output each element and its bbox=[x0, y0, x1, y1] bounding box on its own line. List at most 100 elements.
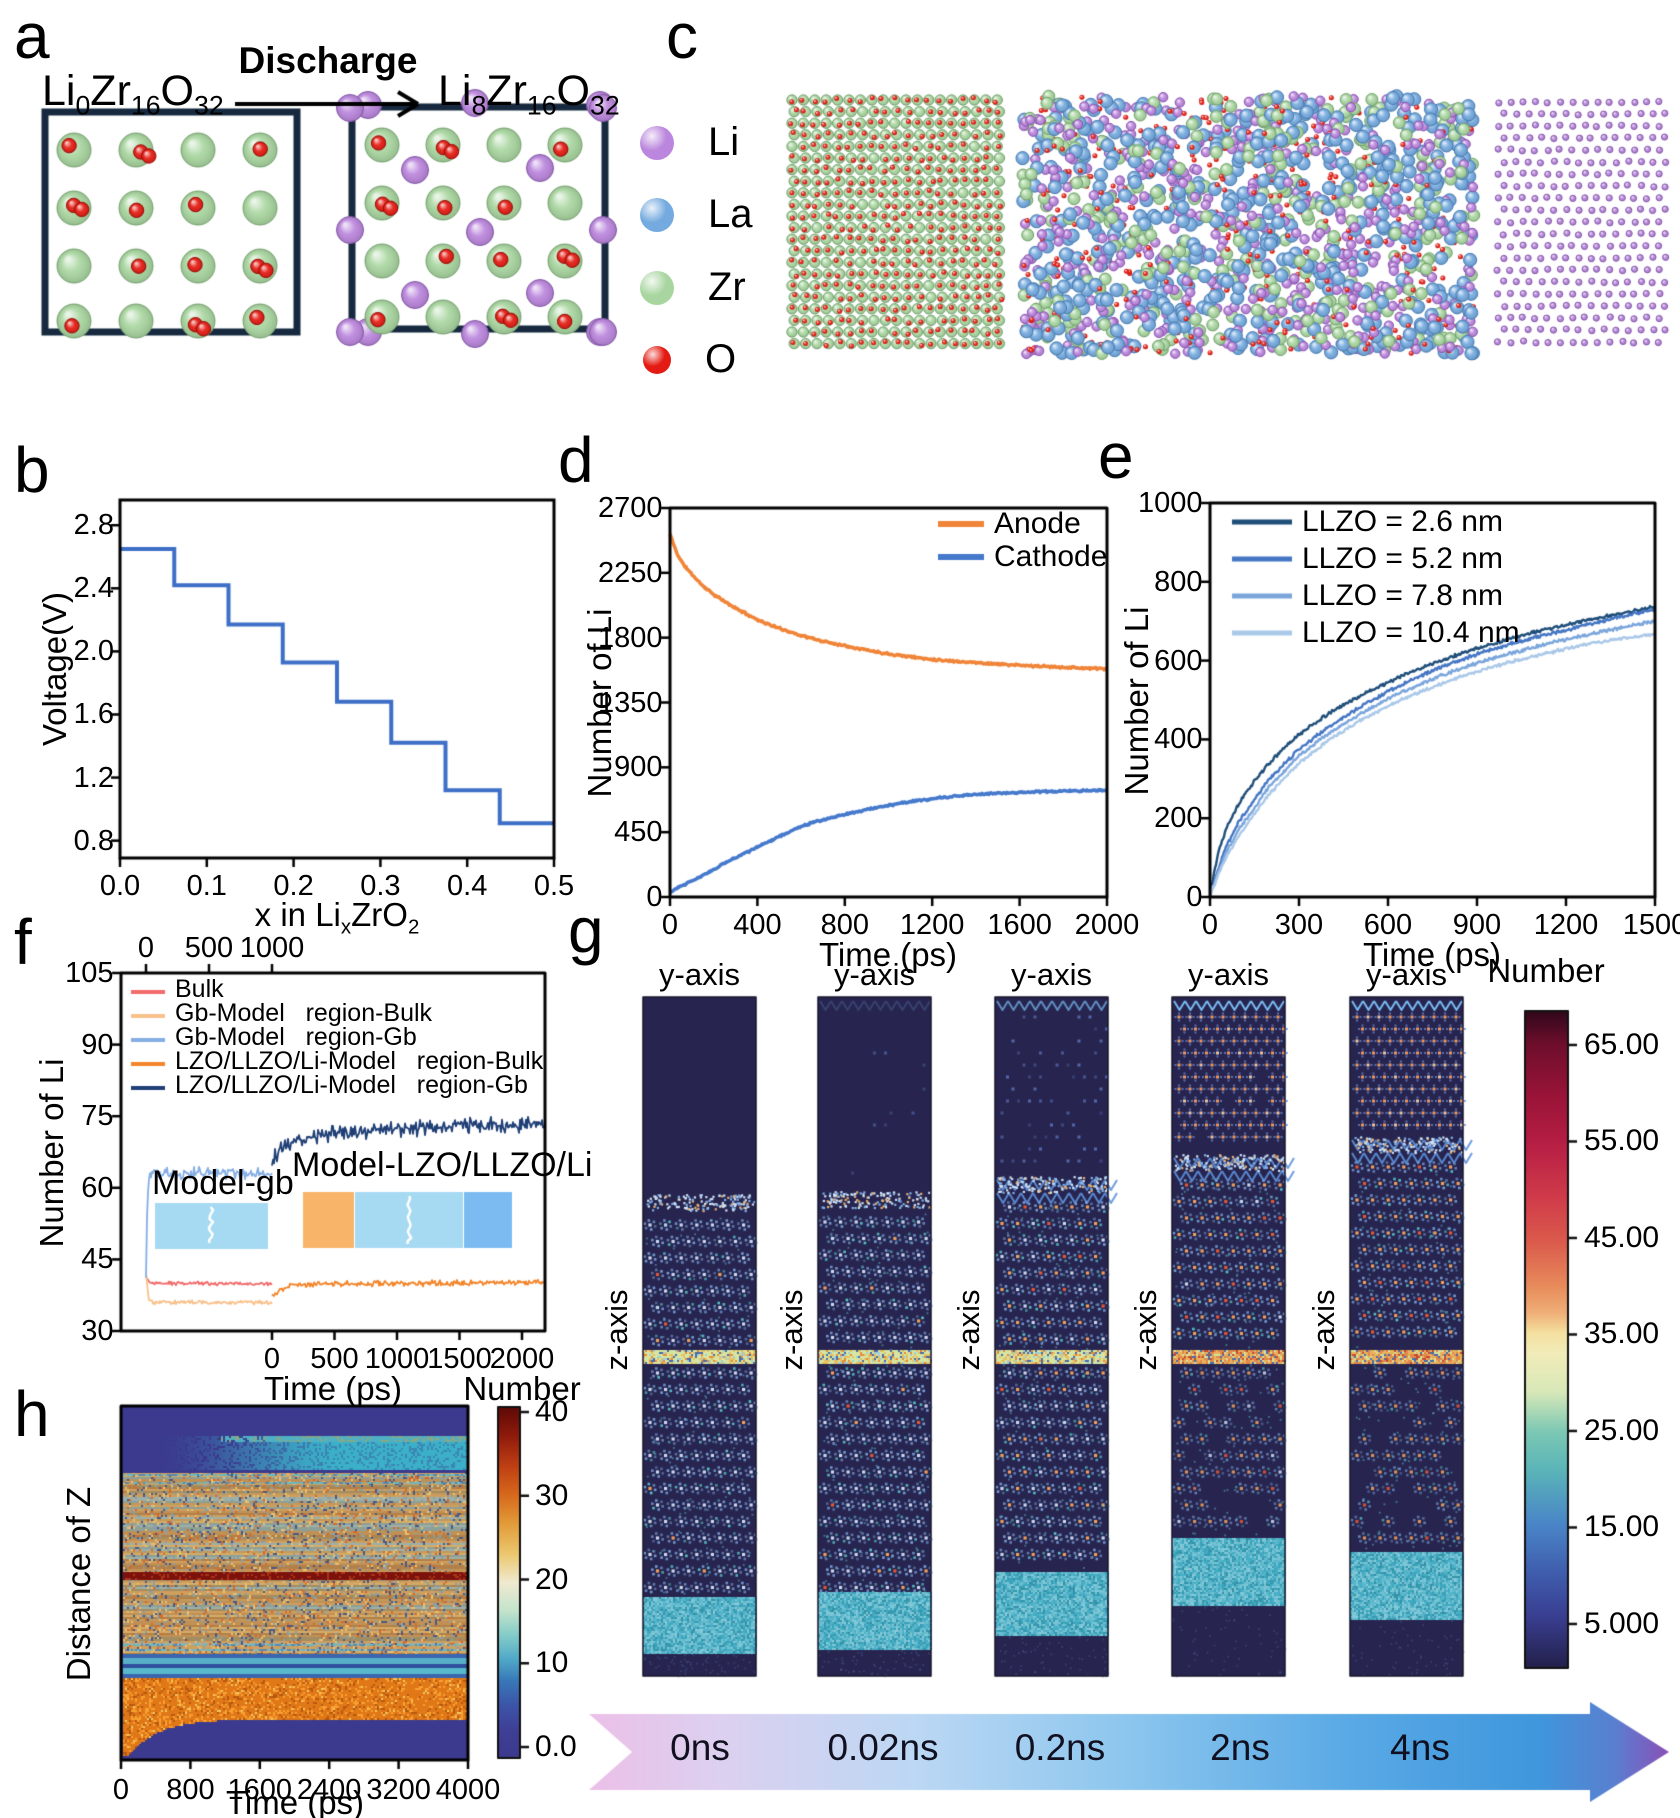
h-ylabel: Distance of Z bbox=[60, 1486, 97, 1682]
legend-item-La: La bbox=[640, 192, 753, 237]
formula-li8zr16o32: Li8Zr16O32 bbox=[438, 67, 620, 121]
d-xtick: 400 bbox=[733, 909, 782, 941]
e-ytick: 400 bbox=[1154, 723, 1203, 756]
g-col5-zaxis-label: z-axis bbox=[1306, 1289, 1341, 1371]
f-top-xtick: 500 bbox=[184, 932, 234, 964]
legend-label: Li bbox=[708, 120, 740, 164]
d-xtick: 1200 bbox=[899, 909, 965, 941]
f-bottom-xtick: 1500 bbox=[427, 1343, 492, 1375]
b-xtick: 0.2 bbox=[273, 870, 314, 902]
e-ytick: 1000 bbox=[1137, 487, 1203, 519]
f-ytick: 30 bbox=[81, 1315, 114, 1347]
e-xtick: 1200 bbox=[1533, 909, 1599, 941]
g-colorbar-tick: 5.000 bbox=[1584, 1606, 1660, 1640]
d-ytick: 2250 bbox=[597, 556, 663, 589]
e-ytick: 800 bbox=[1154, 565, 1203, 598]
h-colorbar-tick: 20 bbox=[535, 1562, 569, 1596]
h-xtick: 0 bbox=[112, 1774, 130, 1806]
g-col3-zaxis-label: z-axis bbox=[951, 1289, 986, 1371]
f-legend: Gb-Model region-Bulk bbox=[175, 999, 433, 1027]
e-ylabel: Number of Li bbox=[1118, 606, 1155, 796]
b-xtick: 0.4 bbox=[447, 870, 488, 902]
d-ytick: 2700 bbox=[597, 492, 663, 524]
panel-e-label: e bbox=[1098, 420, 1134, 492]
e-xtick: 1500 bbox=[1622, 909, 1680, 941]
g-col2-yaxis-label: y-axis bbox=[834, 957, 915, 992]
o-atom-icon bbox=[643, 345, 671, 374]
h-xtick: 800 bbox=[166, 1774, 215, 1806]
h-colorbar-tick: 0.0 bbox=[535, 1730, 577, 1764]
b-xlabel: x in LixZrO2 bbox=[254, 896, 420, 939]
b-ytick: 2.0 bbox=[73, 635, 114, 668]
d-xtick: 2000 bbox=[1074, 909, 1140, 941]
e-xlabel: Time (ps) bbox=[1362, 936, 1502, 973]
f-ylabel: Number of Li bbox=[33, 1058, 70, 1248]
d-legend-Anode: Anode bbox=[994, 507, 1081, 540]
f-ytick: 60 bbox=[81, 1171, 114, 1204]
b-xtick: 0.1 bbox=[186, 870, 227, 902]
legend-item-Zr: Zr bbox=[640, 265, 746, 310]
legend-item-Li: Li bbox=[640, 120, 739, 165]
legend-label: Zr bbox=[708, 265, 746, 309]
f-inset-lzo-label: Model-LZO/LLZO/Li bbox=[292, 1146, 593, 1184]
g-col4-yaxis-label: y-axis bbox=[1188, 957, 1269, 992]
f-xlabel: Time (ps) bbox=[263, 1370, 403, 1407]
g-colorbar-tick: 15.00 bbox=[1584, 1510, 1660, 1544]
panel-c-label: c bbox=[666, 0, 698, 72]
panel-h-label: h bbox=[14, 1378, 50, 1450]
f-bottom-xtick: 2000 bbox=[489, 1343, 555, 1375]
f-ytick: 105 bbox=[65, 957, 114, 989]
f-ytick: 90 bbox=[81, 1028, 114, 1061]
e-legend: LLZO = 10.4 nm bbox=[1302, 616, 1520, 649]
b-xtick: 0.3 bbox=[360, 870, 401, 902]
f-top-xtick: 0 bbox=[137, 932, 155, 964]
g-col1-zaxis-label: z-axis bbox=[599, 1289, 634, 1371]
g-col4-zaxis-label: z-axis bbox=[1128, 1289, 1163, 1371]
b-xtick: 0.0 bbox=[99, 870, 141, 902]
d-xlabel: Time (ps) bbox=[818, 936, 958, 973]
d-ytick: 900 bbox=[614, 751, 663, 784]
li-atom-icon bbox=[640, 125, 674, 160]
h-colorbar-title: Number bbox=[463, 1370, 581, 1407]
panel-b-label: b bbox=[14, 434, 50, 506]
g-colorbar-tick: 65.00 bbox=[1584, 1027, 1660, 1061]
f-bottom-xtick: 500 bbox=[310, 1343, 359, 1375]
f-bottom-xtick: 1000 bbox=[364, 1343, 430, 1375]
g-col1-yaxis-label: y-axis bbox=[659, 957, 740, 992]
b-ytick: 0.8 bbox=[73, 824, 114, 857]
g-colorbar-tick: 35.00 bbox=[1584, 1317, 1660, 1351]
g-time-label-4ns: 4ns bbox=[1390, 1727, 1450, 1768]
legend-label: La bbox=[708, 192, 753, 236]
legend-item-O: O bbox=[640, 337, 736, 382]
h-xtick: 3200 bbox=[366, 1774, 431, 1806]
f-ytick: 45 bbox=[81, 1243, 114, 1276]
g-colorbar-tick: 25.00 bbox=[1584, 1413, 1660, 1447]
d-ytick: 450 bbox=[614, 816, 663, 849]
d-legend-Cathode: Cathode bbox=[994, 540, 1108, 573]
g-col2-zaxis-label: z-axis bbox=[774, 1289, 809, 1371]
e-xtick: 0 bbox=[1201, 909, 1219, 941]
panel-d-label: d bbox=[558, 424, 594, 496]
g-col3-yaxis-label: y-axis bbox=[1011, 957, 1092, 992]
g-colorbar-tick: 55.00 bbox=[1584, 1124, 1660, 1158]
h-colorbar-tick: 30 bbox=[535, 1478, 569, 1512]
f-bottom-xtick: 0 bbox=[263, 1343, 281, 1375]
h-xtick: 4000 bbox=[435, 1774, 501, 1806]
b-ytick: 1.2 bbox=[73, 761, 114, 794]
g-time-label-0ns: 0ns bbox=[670, 1727, 730, 1768]
zr-atom-icon bbox=[640, 270, 674, 305]
legend-label: O bbox=[705, 337, 737, 381]
d-ytick: 1800 bbox=[597, 621, 663, 654]
f-legend: Bulk bbox=[175, 975, 224, 1003]
e-xtick: 900 bbox=[1452, 909, 1502, 941]
g-time-label-2ns: 2ns bbox=[1210, 1727, 1270, 1768]
g-time-label-0.02ns: 0.02ns bbox=[827, 1727, 939, 1768]
e-xtick: 600 bbox=[1363, 909, 1413, 941]
panel-g-label: g bbox=[568, 894, 604, 966]
g-colorbar-tick: 45.00 bbox=[1584, 1220, 1660, 1254]
f-legend: Gb-Model region-Gb bbox=[175, 1023, 417, 1051]
f-top-xtick: 1000 bbox=[239, 932, 305, 964]
d-xtick: 1600 bbox=[987, 909, 1052, 941]
h-colorbar-tick: 10 bbox=[535, 1646, 569, 1680]
g-colorbar-title: Number bbox=[1487, 952, 1605, 989]
